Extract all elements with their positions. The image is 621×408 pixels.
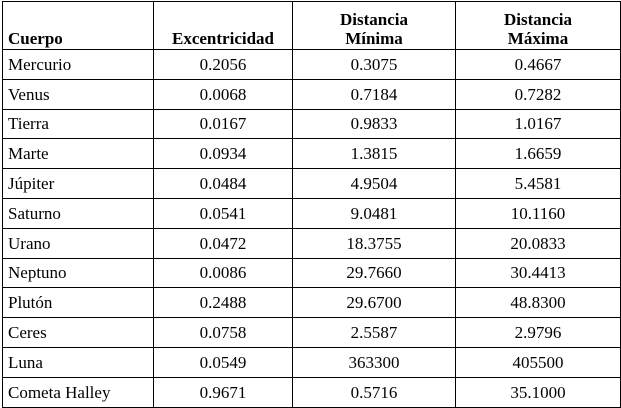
cell-cuerpo: Venus (2, 78, 154, 110)
cell-cuerpo: Cometa Halley (2, 376, 154, 408)
cell-cuerpo: Tierra (2, 108, 154, 140)
cell-excentricidad: 0.0472 (153, 227, 293, 259)
header-cuerpo: Cuerpo (2, 1, 154, 50)
header-row: Cuerpo Excentricidad Distancia Mínima Di… (2, 1, 621, 50)
cell-distancia-maxima: 10.1160 (455, 197, 621, 229)
cell-distancia-maxima: 35.1000 (455, 376, 621, 408)
cell-distancia-minima: 29.7660 (292, 257, 456, 289)
cell-cuerpo: Marte (2, 138, 154, 170)
cell-excentricidad: 0.0068 (153, 78, 293, 110)
cell-distancia-maxima: 5.4581 (455, 168, 621, 199)
cell-distancia-maxima: 405500 (455, 346, 621, 378)
cell-distancia-minima: 1.3815 (292, 138, 456, 170)
cell-distancia-minima: 0.7184 (292, 78, 456, 110)
cell-cuerpo: Neptuno (2, 257, 154, 289)
cell-excentricidad: 0.0086 (153, 257, 293, 289)
table-body: Mercurio 0.2056 0.3075 0.4667 Venus 0.0068 0.7… (2, 49, 621, 408)
cell-excentricidad: 0.0934 (153, 138, 293, 170)
cell-cuerpo: Urano (2, 227, 154, 259)
table-row: Luna 0.0549 363300 405500 (2, 346, 621, 378)
table-row: Mercurio 0.2056 0.3075 0.4667 (2, 49, 621, 80)
cell-excentricidad: 0.9671 (153, 376, 293, 408)
header-distancia-maxima: Distancia Máxima (455, 1, 621, 50)
cell-distancia-minima: 0.3075 (292, 49, 456, 80)
cell-distancia-minima: 363300 (292, 346, 456, 378)
header-distancia-maxima-line1: Distancia (504, 10, 572, 29)
cell-excentricidad: 0.0484 (153, 168, 293, 199)
cell-cuerpo: Júpiter (2, 168, 154, 199)
table-row: Tierra 0.0167 0.9833 1.0167 (2, 108, 621, 140)
cell-distancia-maxima: 0.7282 (455, 78, 621, 110)
table-row: Urano 0.0472 18.3755 20.0833 (2, 227, 621, 259)
table-row: Venus 0.0068 0.7184 0.7282 (2, 78, 621, 110)
cell-excentricidad: 0.0758 (153, 317, 293, 348)
table-row: Saturno 0.0541 9.0481 10.1160 (2, 197, 621, 229)
table-row: Neptuno 0.0086 29.7660 30.4413 (2, 257, 621, 289)
header-distancia-minima-line2: Mínima (345, 29, 403, 48)
cell-distancia-minima: 29.6700 (292, 287, 456, 319)
cell-excentricidad: 0.0541 (153, 197, 293, 229)
cell-distancia-minima: 0.5716 (292, 376, 456, 408)
cell-cuerpo: Plutón (2, 287, 154, 319)
header-distancia-maxima-line2: Máxima (507, 29, 569, 48)
cell-distancia-maxima: 2.9796 (455, 317, 621, 348)
table-row: Júpiter 0.0484 4.9504 5.4581 (2, 168, 621, 199)
cell-distancia-minima: 4.9504 (292, 168, 456, 199)
header-distancia-minima: Distancia Mínima (292, 1, 456, 50)
cell-distancia-maxima: 20.0833 (455, 227, 621, 259)
cell-distancia-minima: 18.3755 (292, 227, 456, 259)
table-row: Marte 0.0934 1.3815 1.6659 (2, 138, 621, 170)
cell-excentricidad: 0.0549 (153, 346, 293, 378)
cell-excentricidad: 0.0167 (153, 108, 293, 140)
header-excentricidad: Excentricidad (153, 1, 293, 50)
table-row: Plutón 0.2488 29.6700 48.8300 (2, 287, 621, 319)
cell-distancia-minima: 2.5587 (292, 317, 456, 348)
cell-cuerpo: Mercurio (2, 49, 154, 80)
cell-distancia-minima: 9.0481 (292, 197, 456, 229)
cell-cuerpo: Luna (2, 346, 154, 378)
cell-distancia-maxima: 1.6659 (455, 138, 621, 170)
cell-distancia-minima: 0.9833 (292, 108, 456, 140)
header-distancia-minima-line1: Distancia (340, 10, 408, 29)
table-row: Cometa Halley 0.9671 0.5716 35.1000 (2, 376, 621, 408)
cell-distancia-maxima: 0.4667 (455, 49, 621, 80)
cell-distancia-maxima: 1.0167 (455, 108, 621, 140)
cell-cuerpo: Ceres (2, 317, 154, 348)
table-row: Ceres 0.0758 2.5587 2.9796 (2, 317, 621, 348)
cell-distancia-maxima: 30.4413 (455, 257, 621, 289)
cell-cuerpo: Saturno (2, 197, 154, 229)
cell-distancia-maxima: 48.8300 (455, 287, 621, 319)
cell-excentricidad: 0.2488 (153, 287, 293, 319)
cell-excentricidad: 0.2056 (153, 49, 293, 80)
